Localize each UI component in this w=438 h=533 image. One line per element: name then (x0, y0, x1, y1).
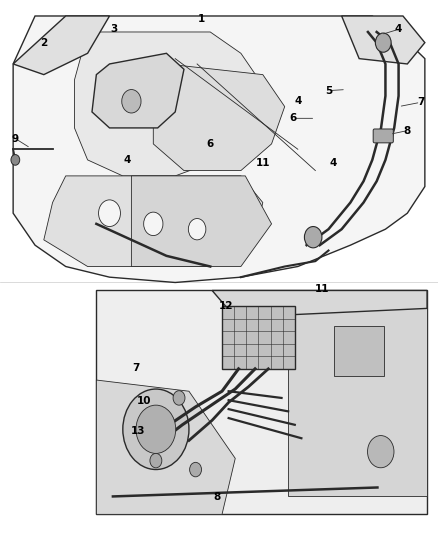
Text: 11: 11 (314, 284, 329, 294)
Text: 5: 5 (325, 86, 332, 95)
Text: 6: 6 (290, 114, 297, 123)
FancyBboxPatch shape (222, 306, 295, 369)
Text: 4: 4 (395, 25, 402, 34)
Text: 12: 12 (218, 302, 233, 311)
Text: 6: 6 (207, 139, 214, 149)
Polygon shape (13, 16, 110, 75)
Text: 7: 7 (417, 98, 424, 107)
Circle shape (136, 405, 176, 454)
Circle shape (123, 389, 189, 470)
Text: 7: 7 (132, 363, 139, 373)
Polygon shape (342, 16, 425, 64)
Circle shape (304, 227, 322, 248)
Text: 11: 11 (255, 158, 270, 167)
Circle shape (367, 435, 394, 468)
Text: 13: 13 (131, 426, 145, 435)
Polygon shape (44, 176, 263, 266)
Text: 8: 8 (404, 126, 411, 135)
Polygon shape (96, 380, 235, 514)
Text: 2: 2 (40, 38, 47, 47)
Text: 3: 3 (110, 25, 117, 34)
Circle shape (173, 391, 185, 405)
Circle shape (375, 33, 391, 52)
FancyBboxPatch shape (335, 326, 384, 376)
Polygon shape (153, 64, 285, 171)
Text: 8: 8 (213, 492, 220, 502)
Circle shape (188, 219, 206, 240)
Polygon shape (288, 290, 427, 496)
Circle shape (150, 454, 162, 468)
Circle shape (122, 90, 141, 113)
Text: 10: 10 (137, 396, 152, 406)
Circle shape (144, 212, 163, 236)
Circle shape (190, 462, 201, 477)
Polygon shape (96, 290, 427, 514)
Text: 9: 9 (12, 134, 19, 143)
Polygon shape (92, 53, 184, 128)
Text: 4: 4 (124, 155, 131, 165)
Polygon shape (212, 290, 427, 317)
Text: 1: 1 (198, 14, 205, 23)
Circle shape (11, 155, 20, 165)
Polygon shape (74, 32, 263, 176)
Text: 4: 4 (294, 96, 301, 106)
FancyBboxPatch shape (373, 129, 393, 143)
Text: 4: 4 (329, 158, 336, 167)
Circle shape (99, 200, 120, 227)
Polygon shape (131, 176, 272, 266)
Polygon shape (13, 16, 425, 282)
